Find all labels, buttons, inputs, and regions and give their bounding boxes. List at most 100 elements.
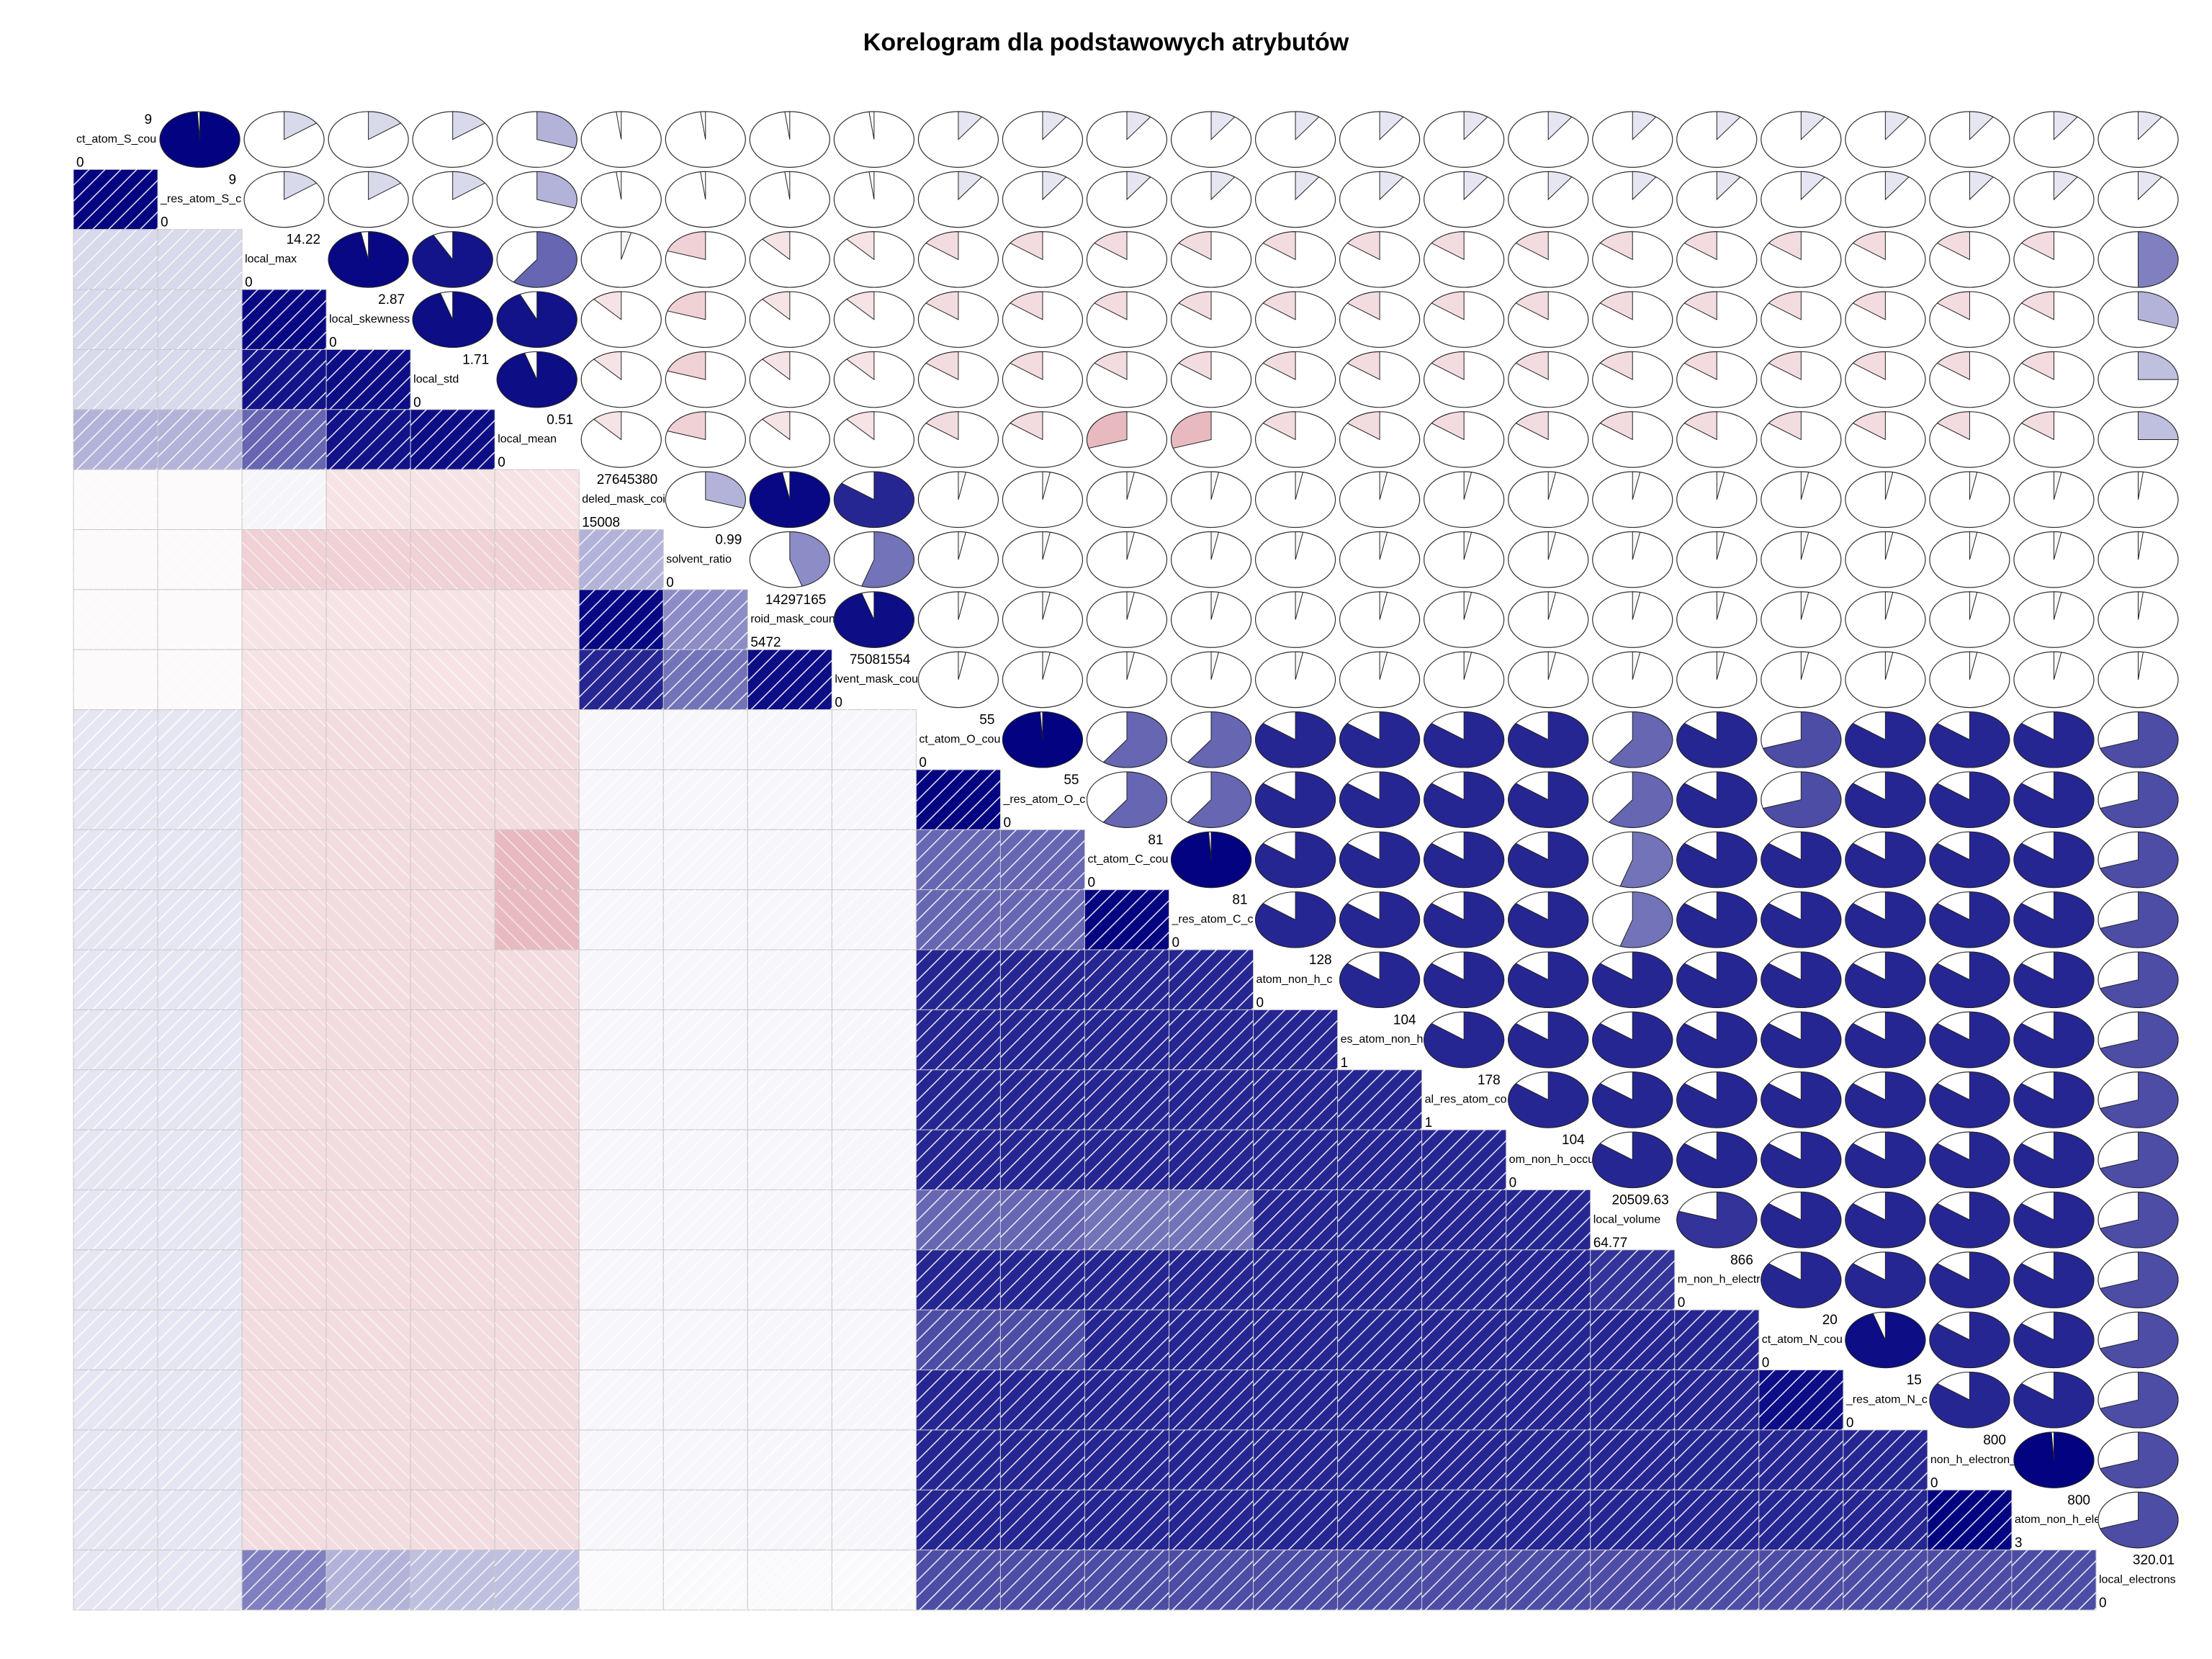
hatch-line (1372, 1080, 1423, 1130)
hatch-line (747, 709, 764, 727)
hatch-line (498, 1129, 559, 1191)
hatch-line (513, 469, 575, 531)
pie-slice (1295, 471, 1304, 500)
hatch-line (92, 769, 153, 830)
hatch-line (325, 1097, 359, 1130)
pie-slice (159, 111, 240, 168)
hatch-line (1252, 1550, 1270, 1567)
hatch-line (798, 976, 832, 1010)
hatch-line (1640, 1576, 1676, 1611)
hatch-line (1421, 1129, 1470, 1178)
hatch-line (1287, 1200, 1339, 1251)
pie-slice (1716, 171, 1741, 201)
hatch-line (261, 589, 322, 650)
hatch-line (276, 480, 327, 531)
hatch-line (1172, 1069, 1233, 1130)
hatch-line (292, 589, 327, 624)
hatch-line (915, 1069, 948, 1102)
hatch-line (1187, 1009, 1249, 1071)
hatch-line (1674, 1429, 1707, 1462)
hatch-line (1909, 1472, 1928, 1491)
hatch-line (1509, 1249, 1570, 1310)
hatch-line (377, 1576, 411, 1611)
hatch-line (1135, 1276, 1170, 1310)
hatch-line (325, 1398, 359, 1431)
hatch-line (999, 1550, 1049, 1599)
hatch-line (513, 1429, 575, 1491)
hatch-line (494, 737, 527, 770)
hatch-line (92, 1489, 153, 1551)
hatch-line (666, 769, 727, 830)
hatch-line (545, 829, 580, 864)
hatch-line (1319, 1231, 1339, 1251)
hatch-line (882, 735, 917, 770)
hatch-line (1403, 1532, 1423, 1551)
hatch-line (747, 1369, 764, 1387)
hatch-line (140, 1472, 158, 1491)
hatch-line (662, 1249, 696, 1282)
hatch-line (578, 649, 627, 698)
hatch-line (529, 1369, 580, 1420)
hatch-line (494, 1277, 527, 1310)
pie-slice (1761, 1131, 1842, 1188)
hatch-line (1740, 1411, 1760, 1431)
hatch-line (108, 300, 158, 351)
hatch-line (477, 709, 495, 728)
hatch-line (1051, 1215, 1086, 1251)
hatch-line (325, 1173, 343, 1191)
hatch-line (1319, 1532, 1339, 1551)
hatch-line (1219, 1096, 1254, 1130)
hatch-line (582, 1249, 643, 1310)
hatch-line (176, 1309, 238, 1371)
hatch-line (582, 1129, 643, 1191)
hatch-line (261, 349, 322, 410)
hatch-line (73, 229, 90, 246)
hatch-line (157, 1489, 190, 1522)
hatch-line (73, 1009, 122, 1058)
hatch-line (747, 829, 780, 862)
hatch-line (140, 589, 158, 608)
hatch-line (613, 1560, 664, 1611)
hatch-line (241, 1113, 258, 1130)
hatch-line (578, 889, 611, 922)
hatch-line (208, 855, 243, 891)
hatch-line (1506, 1249, 1523, 1267)
hatch-line (73, 349, 106, 382)
hatch-line (1287, 1260, 1339, 1310)
diagonal-label: local_volume (1593, 1213, 1660, 1226)
hatch-line (966, 1276, 1002, 1310)
hatch-line (1252, 1009, 1270, 1026)
hatch-line (831, 1129, 864, 1162)
hatch-line (666, 1550, 727, 1611)
hatch-line (192, 1200, 243, 1251)
hatch-line (1084, 1009, 1118, 1042)
hatch-line (241, 1262, 290, 1310)
hatch-line (1590, 1249, 1639, 1298)
hatch-line (224, 932, 243, 950)
hatch-line (561, 1369, 580, 1388)
hatch-line (1709, 1440, 1760, 1491)
hatch-line (513, 709, 575, 770)
diagonal-min: 0 (835, 696, 842, 711)
hatch-line (682, 1129, 743, 1191)
hatch-line (413, 409, 475, 470)
pie-slice (1929, 771, 2010, 828)
hatch-line (377, 889, 411, 924)
pie-slice (1768, 291, 1802, 320)
hatch-line (1472, 1156, 1507, 1191)
hatch-line (1421, 1550, 1455, 1583)
hatch-line (915, 829, 948, 862)
hatch-line (1103, 1129, 1165, 1191)
hatch-line (898, 992, 917, 1010)
hatch-line (245, 1369, 306, 1431)
hatch-line (561, 1429, 580, 1448)
diagonal-max: 55 (979, 713, 994, 728)
hatch-line (157, 1189, 190, 1223)
hatch-line (831, 1189, 864, 1223)
hatch-line (1103, 889, 1165, 950)
hatch-line (140, 1592, 158, 1611)
hatch-line (241, 813, 258, 830)
hatch-line (410, 1550, 443, 1583)
pie-slice (2137, 411, 2179, 440)
pie-slice (2099, 1431, 2179, 1488)
